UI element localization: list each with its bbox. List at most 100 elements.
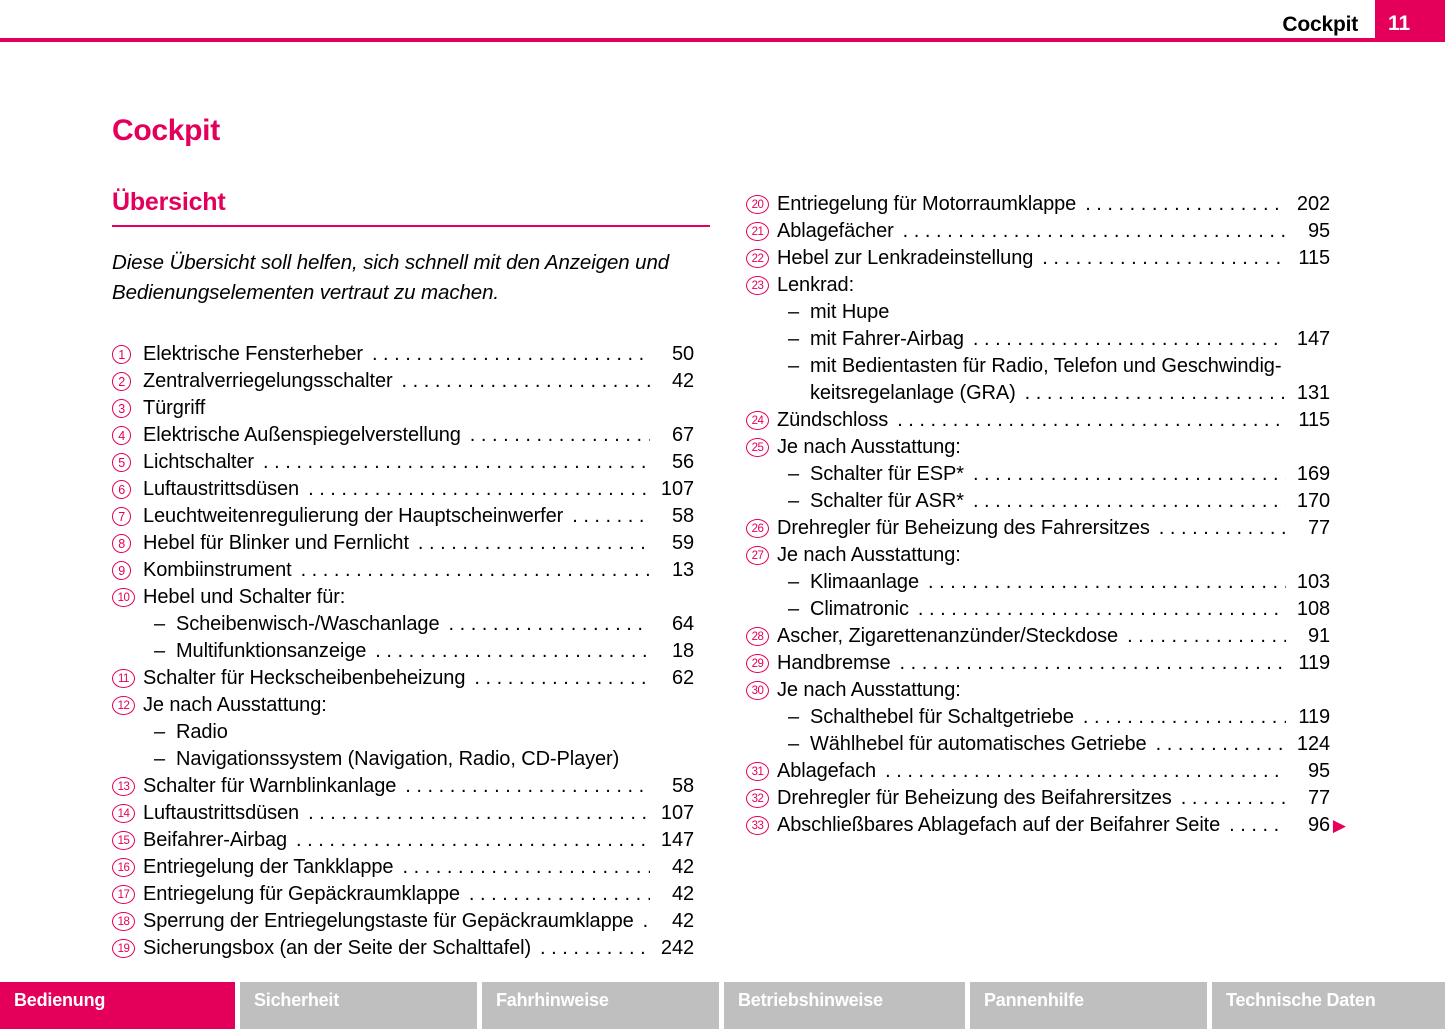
overview-sub-item[interactable]: –Schalter für ESP* 169 xyxy=(746,461,1346,488)
item-number-circle-1: 1 xyxy=(112,345,131,364)
item-page-number: 115 xyxy=(1298,409,1330,431)
overview-item[interactable]: 2 Zentralverriegelungsschalter 42 xyxy=(112,368,710,395)
dot-leader xyxy=(402,854,650,881)
overview-item[interactable]: 31 Ablagefach 95 xyxy=(746,758,1346,785)
overview-item[interactable]: 8 Hebel für Blinker und Fernlicht 59 xyxy=(112,530,710,557)
overview-item[interactable]: 33 Abschließbares Ablagefach auf der Beif… xyxy=(746,812,1346,839)
item-number-circle-30: 30 xyxy=(746,681,769,700)
item-page-number: 115 xyxy=(1298,247,1330,269)
item-label: mit Fahrer-Airbag xyxy=(810,328,964,350)
item-label: Multifunktionsanzeige xyxy=(176,640,367,662)
item-page-number: 58 xyxy=(671,505,694,527)
overview-item[interactable]: 13 Schalter für Warnblinkanlage 58 xyxy=(112,773,710,800)
footer-tab-pannenhilfe[interactable]: Pannenhilfe xyxy=(970,982,1212,1029)
item-label-continued: keitsregelanlage (GRA) xyxy=(810,382,1016,404)
item-label: Je nach Ausstattung: xyxy=(777,679,961,701)
overview-item[interactable]: 9 Kombiinstrument 13 xyxy=(112,557,710,584)
overview-item[interactable]: 3 Türgriff xyxy=(112,395,710,422)
overview-item[interactable]: 26 Drehregler für Beheizung des Fahrersit… xyxy=(746,515,1346,542)
dot-leader xyxy=(863,272,1286,299)
dot-leader xyxy=(1181,785,1286,812)
overview-item[interactable]: 21 Ablagefächer 95 xyxy=(746,218,1346,245)
overview-item[interactable]: 10 Hebel und Schalter für: xyxy=(112,584,710,611)
overview-item[interactable]: 24 Zündschloss 115 xyxy=(746,407,1346,434)
overview-sub-item[interactable]: – Radio xyxy=(112,719,710,746)
overview-item[interactable]: 7 Leuchtweitenregulierung der Hauptschein… xyxy=(112,503,710,530)
dot-leader xyxy=(897,407,1286,434)
item-page-number: 42 xyxy=(671,856,694,878)
overview-sub-item[interactable]: –mit Fahrer-Airbag 147 xyxy=(746,326,1346,353)
overview-item[interactable]: 22 Hebel zur Lenkradeinstellung 115 xyxy=(746,245,1346,272)
item-label: Drehregler für Beheizung des Beifahrersi… xyxy=(777,787,1172,809)
item-label: Beifahrer-Airbag xyxy=(143,829,288,851)
header-chapter-title: Cockpit xyxy=(1282,13,1358,36)
item-number-circle-10: 10 xyxy=(112,588,135,607)
item-page-number: 119 xyxy=(1298,652,1330,674)
item-page-number: 77 xyxy=(1307,517,1330,539)
overview-item[interactable]: 29 Handbremse 119 xyxy=(746,650,1346,677)
dot-leader xyxy=(1229,812,1286,839)
item-label: Wählhebel für automatisches Getriebe xyxy=(810,733,1147,755)
item-number-circle-14: 14 xyxy=(112,804,135,823)
overview-item[interactable]: 18 Sperrung der Entriegelungstaste für Ge… xyxy=(112,908,710,935)
item-page-number: 18 xyxy=(671,640,694,662)
item-page-number: 96 xyxy=(1307,814,1330,836)
overview-sub-item[interactable]: –Klimaanlage 103 xyxy=(746,569,1346,596)
footer-tab-betriebshinweise[interactable]: Betriebshinweise xyxy=(724,982,970,1029)
overview-item[interactable]: 16 Entriegelung der Tankklappe 42 xyxy=(112,854,710,881)
overview-item[interactable]: 14 Luftaustrittsdüsen 107 xyxy=(112,800,710,827)
item-label: Entriegelung der Tankklappe xyxy=(143,856,394,878)
overview-item[interactable]: 17 Entriegelung für Gepäckraumklappe 42 xyxy=(112,881,710,908)
footer-tab-bedienung[interactable]: Bedienung xyxy=(0,982,240,1029)
item-label: Schalter für Warnblinkanlage xyxy=(143,775,397,797)
item-page-number: 147 xyxy=(660,829,694,851)
dot-leader xyxy=(308,476,650,503)
overview-sub-item[interactable]: –Climatronic 108 xyxy=(746,596,1346,623)
footer-tab-bar: Bedienung Sicherheit Fahrhinweise Betriebsh… xyxy=(0,982,1445,1029)
dot-leader xyxy=(628,746,650,773)
overview-item[interactable]: 30 Je nach Ausstattung: xyxy=(746,677,1346,704)
item-page-number: 107 xyxy=(660,802,694,824)
footer-tab-sicherheit[interactable]: Sicherheit xyxy=(240,982,482,1029)
overview-item[interactable]: 20 Entriegelung für Motorraumklappe 202 xyxy=(746,191,1346,218)
item-number-circle-11: 11 xyxy=(112,669,135,688)
overview-sub-item[interactable]: –Schalthebel für Schaltgetriebe 119 xyxy=(746,704,1346,731)
overview-sub-item[interactable]: –Wählhebel für automatisches Getriebe 124 xyxy=(746,731,1346,758)
overview-item[interactable]: 25 Je nach Ausstattung: xyxy=(746,434,1346,461)
section-title: Übersicht xyxy=(112,188,226,216)
overview-item[interactable]: 27 Je nach Ausstattung: xyxy=(746,542,1346,569)
overview-item[interactable]: 12 Je nach Ausstattung: xyxy=(112,692,710,719)
overview-item[interactable]: 15 Beifahrer-Airbag 147 xyxy=(112,827,710,854)
item-number-circle-24: 24 xyxy=(746,411,769,430)
overview-sub-item[interactable]: – mit Hupe xyxy=(746,299,1346,326)
overview-item[interactable]: 28 Ascher, Zigarettenanzünder/Steckdose 91 xyxy=(746,623,1346,650)
dot-leader xyxy=(928,569,1286,596)
overview-sub-item[interactable]: –Schalter für ASR* 170 xyxy=(746,488,1346,515)
item-page-number: 170 xyxy=(1296,490,1330,512)
footer-tab-technische-daten[interactable]: Technische Daten xyxy=(1212,982,1445,1029)
item-label: Hebel für Blinker und Fernlicht xyxy=(143,532,409,554)
dot-leader xyxy=(970,677,1286,704)
header-page-number: 11 xyxy=(1388,12,1411,35)
overview-item[interactable]: 6 Luftaustrittsdüsen 107 xyxy=(112,476,710,503)
item-page-number: 42 xyxy=(671,883,694,905)
overview-item[interactable]: 4 Elektrische Außenspiegelverstellung 67 xyxy=(112,422,710,449)
item-number-circle-23: 23 xyxy=(746,276,769,295)
overview-sub-item[interactable]: –Scheibenwisch-/Waschanlage 64 xyxy=(112,611,710,638)
item-page-number: 95 xyxy=(1307,220,1330,242)
item-number-circle-7: 7 xyxy=(112,507,131,526)
overview-item[interactable]: 1 Elektrische Fensterheber 50 xyxy=(112,341,710,368)
item-number-circle-8: 8 xyxy=(112,534,131,553)
footer-tab-fahrhinweise[interactable]: Fahrhinweise xyxy=(482,982,724,1029)
overview-sub-item[interactable]: –Multifunktionsanzeige 18 xyxy=(112,638,710,665)
item-number-circle-5: 5 xyxy=(112,453,131,472)
dot-leader xyxy=(540,935,650,962)
overview-item[interactable]: 5 Lichtschalter 56 xyxy=(112,449,710,476)
overview-sub-item[interactable]: – mit Bedientasten für Radio, Telefon und… xyxy=(746,353,1346,380)
overview-item[interactable]: 19 Sicherungsbox (an der Seite der Schalt… xyxy=(112,935,710,962)
overview-sub-item[interactable]: – Navigationssystem (Navigation, Radio, C… xyxy=(112,746,710,773)
overview-item[interactable]: 23 Lenkrad: xyxy=(746,272,1346,299)
overview-item[interactable]: 32 Drehregler für Beheizung des Beifahrer… xyxy=(746,785,1346,812)
dash-bullet-icon: – xyxy=(788,463,800,485)
overview-item[interactable]: 11 Schalter für Heckscheibenbeheizung 62 xyxy=(112,665,710,692)
